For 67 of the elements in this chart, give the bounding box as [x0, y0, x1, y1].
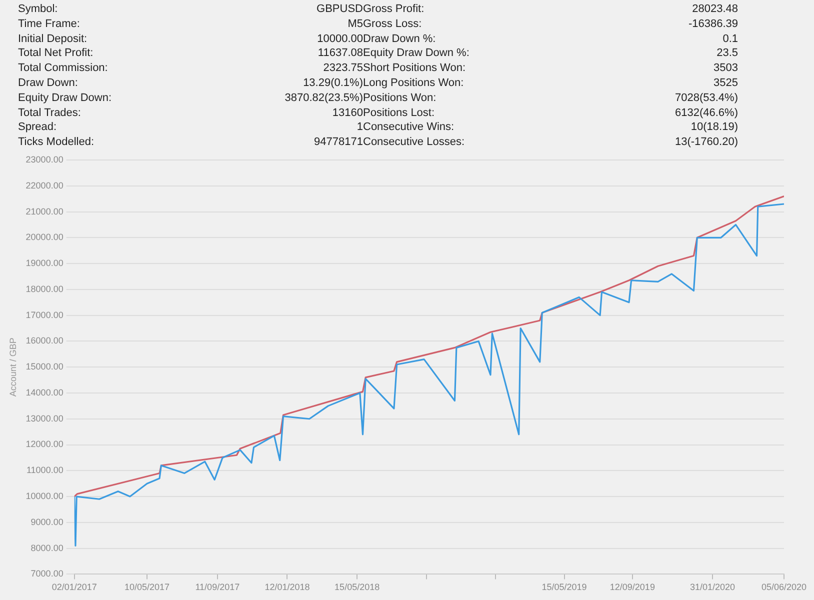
text: Spread:	[18, 120, 58, 136]
text: 28023.48	[691, 2, 738, 17]
text: Gross Profit:	[363, 2, 426, 17]
text: Initial Deposit:	[18, 32, 88, 46]
text: Short Positions Won:	[363, 61, 467, 76]
x-tick-label: 12/09/2019	[610, 582, 655, 592]
x-tick-label: 05/06/2020	[761, 582, 807, 592]
text: Gross Loss:	[363, 16, 423, 32]
text: Equity Draw Down:	[18, 90, 113, 106]
x-tick-label: 10/05/2017	[124, 582, 170, 592]
text: 94778171	[313, 135, 363, 150]
x-tick-label: 02/01/2017	[52, 582, 97, 592]
y-tick-label: 7000.00	[30, 568, 64, 579]
text: 13.29(0.1%)	[302, 76, 363, 91]
text: Positions Lost:	[363, 106, 436, 120]
y-tick-label: 18000.00	[26, 284, 64, 294]
y-tick-label: 22000.00	[26, 180, 64, 190]
text: 13160	[331, 106, 363, 120]
text: M5	[346, 16, 363, 32]
text: 23.5	[716, 46, 738, 62]
text: Equity Draw Down %:	[363, 46, 470, 62]
text: Consecutive Wins:	[363, 120, 456, 136]
y-tick-label: 9000.00	[30, 516, 64, 527]
text: Long Positions Won:	[363, 76, 465, 91]
text: Ticks Modelled:	[18, 135, 96, 150]
y-tick-label: 16000.00	[26, 336, 64, 346]
text: 2323.75	[322, 61, 363, 76]
y-tick-label: 14000.00	[26, 387, 64, 398]
text: Total Commission:	[18, 61, 109, 76]
x-tick-label: 11/09/2017	[195, 582, 240, 592]
y-tick-label: 11000.00	[26, 465, 64, 476]
text: Draw Down:	[18, 76, 79, 91]
text: Total Trades:	[18, 106, 82, 120]
text: 3870.82(23.5%)	[284, 90, 363, 106]
y-tick-label: 10000.00	[26, 491, 64, 502]
y-axis-title: Account / GBP	[8, 338, 18, 397]
y-tick-label: 23000.00	[26, 154, 64, 164]
y-tick-label: 15000.00	[26, 362, 64, 372]
x-tick-label: 31/01/2020	[690, 582, 735, 592]
y-tick-label: 20000.00	[26, 232, 64, 242]
text: Time Frame:	[18, 16, 81, 32]
y-tick-label: 21000.00	[26, 206, 64, 216]
y-tick-label: 13000.00	[26, 413, 64, 424]
text: 3525	[712, 76, 738, 91]
text: 11637.08	[316, 46, 363, 62]
text: GBPUSD	[316, 2, 363, 17]
text: Positions Won:	[363, 90, 438, 106]
text: 1	[356, 120, 363, 136]
text: Draw Down %:	[363, 32, 437, 46]
text: Total Net Profit:	[18, 46, 94, 62]
x-tick-label: 15/05/2019	[542, 582, 587, 592]
x-tick-label: 15/05/2018	[334, 582, 380, 592]
y-tick-label: 19000.00	[26, 258, 64, 268]
text: 0.1	[722, 32, 738, 46]
text: -16386.39	[687, 16, 738, 32]
text: 3503	[712, 61, 738, 76]
text: Consecutive Losses:	[363, 135, 466, 150]
y-tick-label: 8000.00	[30, 542, 64, 553]
text: 13(-1760.20)	[674, 135, 738, 150]
text: 10000.00	[316, 32, 363, 46]
x-tick-label: 12/01/2018	[264, 582, 310, 592]
text: 7028(53.4%)	[674, 90, 738, 106]
y-tick-label: 12000.00	[26, 439, 64, 450]
text: 10(18.19)	[690, 120, 738, 136]
text: 6132(46.6%)	[674, 106, 738, 120]
y-tick-label: 17000.00	[26, 310, 64, 320]
text: Symbol:	[18, 2, 59, 17]
